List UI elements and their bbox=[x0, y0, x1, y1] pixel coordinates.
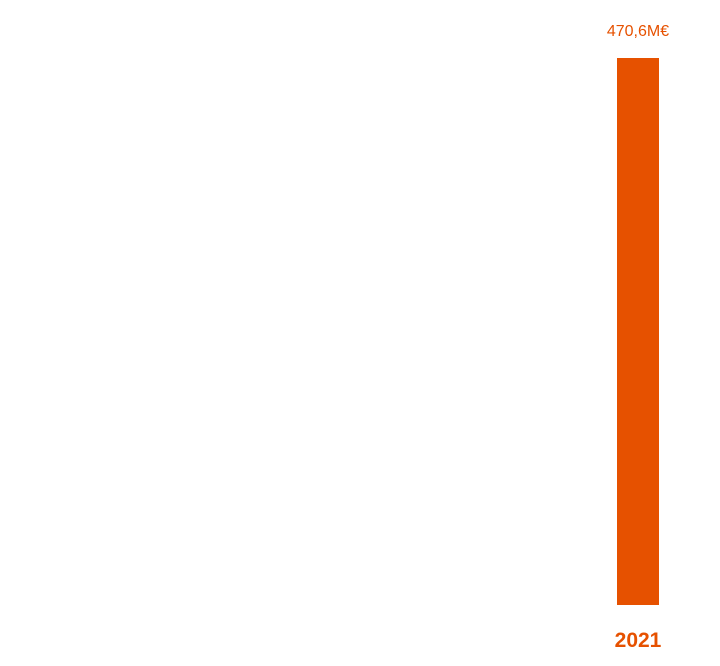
category-label-2021: 2021 bbox=[615, 629, 662, 652]
data-label-2021: 470,6M€ bbox=[607, 23, 669, 40]
bar-2021 bbox=[617, 58, 659, 605]
